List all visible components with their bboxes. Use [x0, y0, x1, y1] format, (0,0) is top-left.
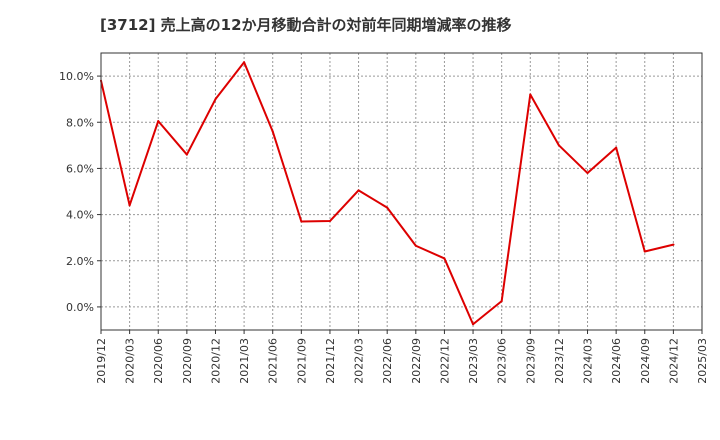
x-tick-label: 2020/12 [209, 338, 222, 384]
series-layer [100, 61, 675, 326]
data-point [414, 244, 417, 247]
data-point [271, 130, 274, 133]
x-tick-label: 2024/09 [639, 338, 652, 384]
x-tick-label: 2022/12 [438, 338, 451, 384]
y-axis: 0.0% 2.0% 4.0% 6.0% 8.0% 10.0% [59, 70, 101, 314]
data-point [157, 120, 160, 123]
x-tick-label: 2025/03 [696, 338, 709, 384]
y-tick-label: 6.0% [66, 162, 94, 175]
chart-title: [3712] 売上高の12か月移動合計の対前年同期増減率の推移 [100, 16, 512, 34]
x-tick-label: 2022/06 [381, 338, 394, 384]
data-point [357, 189, 360, 192]
x-axis: 2019/12 2020/03 2020/06 2020/09 2020/12 2021/… [95, 330, 709, 384]
y-tick-label: 8.0% [66, 116, 94, 129]
x-tick-label: 2022/09 [410, 338, 423, 384]
x-tick-label: 2023/06 [496, 338, 509, 384]
x-tick-label: 2019/12 [95, 338, 108, 384]
data-point [214, 98, 217, 101]
data-point [328, 220, 331, 223]
x-tick-label: 2021/03 [238, 338, 251, 384]
x-tick-label: 2022/03 [353, 338, 366, 384]
x-tick-label: 2024/06 [610, 338, 623, 384]
data-point [443, 257, 446, 260]
x-tick-label: 2024/12 [667, 338, 680, 384]
x-tick-label: 2023/03 [467, 338, 480, 384]
data-point [586, 172, 589, 175]
x-tick-label: 2023/12 [553, 338, 566, 384]
x-tick-label: 2021/06 [267, 338, 280, 384]
x-tick-label: 2020/03 [124, 338, 137, 384]
data-point [615, 146, 618, 149]
data-point [472, 323, 475, 326]
x-tick-label: 2023/09 [524, 338, 537, 384]
plot-frame [100, 52, 703, 331]
data-point [557, 144, 560, 147]
x-tick-label: 2021/09 [295, 338, 308, 384]
data-point [672, 243, 675, 246]
data-point [529, 93, 532, 96]
y-tick-label: 10.0% [59, 70, 94, 83]
y-tick-label: 2.0% [66, 255, 94, 268]
data-point [386, 206, 389, 209]
data-point [185, 153, 188, 156]
y-tick-label: 0.0% [66, 301, 94, 314]
y-tick-label: 4.0% [66, 209, 94, 222]
data-point [128, 204, 131, 207]
x-tick-label: 2020/09 [181, 338, 194, 384]
data-point [643, 250, 646, 253]
x-tick-label: 2024/03 [582, 338, 595, 384]
data-point [500, 300, 503, 303]
x-tick-label: 2020/06 [152, 338, 165, 384]
grid-lines [101, 53, 702, 330]
data-point [300, 220, 303, 223]
x-tick-label: 2021/12 [324, 338, 337, 384]
data-point [243, 61, 246, 64]
